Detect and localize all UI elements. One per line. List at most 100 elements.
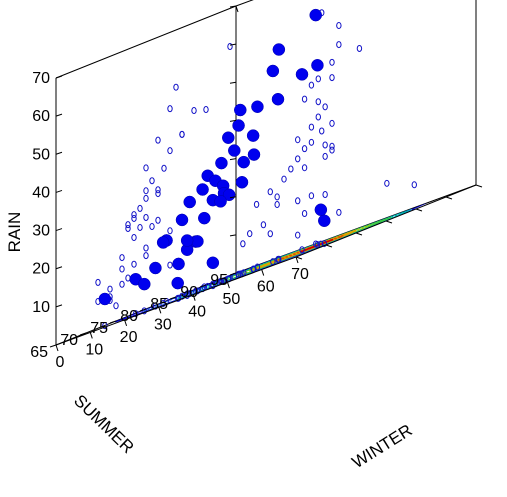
z-tick-back-50 bbox=[229, 81, 237, 84]
wall-marker-left-13 bbox=[155, 190, 161, 198]
wall-marker-back-23 bbox=[301, 164, 308, 172]
wall-marker-back-15 bbox=[295, 136, 301, 144]
wall-marker-back-5 bbox=[356, 44, 363, 52]
z-tick-label-10: 10 bbox=[32, 299, 50, 316]
wall-marker-left-1 bbox=[203, 106, 209, 114]
data-point-25 bbox=[198, 211, 211, 225]
data-point-10 bbox=[246, 129, 260, 142]
y-tick-label-65: 65 bbox=[30, 344, 48, 361]
data-point-23 bbox=[214, 195, 227, 208]
x-tick-30 bbox=[158, 307, 162, 314]
wall-marker-back-3 bbox=[336, 41, 342, 49]
z-tick-40 bbox=[55, 189, 63, 193]
wall-marker-left-15 bbox=[143, 194, 149, 202]
wall-marker-back-33 bbox=[301, 210, 308, 218]
z-tick-back-30 bbox=[229, 158, 237, 161]
wall-marker-left-28 bbox=[131, 260, 137, 268]
wall-marker-back-6 bbox=[308, 81, 315, 89]
z-axis-title: RAIN bbox=[5, 212, 24, 253]
wall-marker-back-13 bbox=[319, 127, 325, 135]
wall-marker-left-0 bbox=[227, 43, 233, 51]
x-tick-label-30: 30 bbox=[154, 316, 172, 333]
data-point-13 bbox=[237, 155, 250, 169]
wall-marker-left-16 bbox=[131, 211, 137, 219]
z-tick-label-40: 40 bbox=[32, 184, 50, 201]
wall-marker-left-11 bbox=[149, 177, 155, 185]
floor-marker-37 bbox=[175, 294, 181, 302]
floor-marker-32 bbox=[133, 310, 139, 318]
wall-marker-left-17 bbox=[137, 204, 143, 212]
data-point-1 bbox=[295, 68, 309, 81]
wall-marker-left-37 bbox=[113, 302, 119, 310]
data-points bbox=[98, 8, 331, 306]
x-tick-10 bbox=[89, 332, 93, 339]
wall-marker-back-4 bbox=[329, 74, 335, 82]
y-tick-right-75 bbox=[355, 232, 363, 236]
y-tick-right-95 bbox=[475, 184, 483, 188]
x-tick-50 bbox=[226, 281, 230, 289]
y-tick-80 bbox=[139, 308, 147, 312]
z-tick-10 bbox=[55, 304, 63, 308]
floor-marker-38 bbox=[321, 240, 327, 248]
wall-marker-back-24 bbox=[281, 175, 287, 183]
wall-marker-back-32 bbox=[247, 230, 253, 238]
floor-marker-30 bbox=[152, 302, 159, 310]
top-edge-back bbox=[235, 0, 254, 7]
data-point-19 bbox=[183, 195, 196, 209]
wall-marker-back-26 bbox=[253, 200, 260, 208]
y-tick-right-90 bbox=[445, 196, 453, 200]
data-point-35 bbox=[98, 292, 112, 306]
wall-marker-left-2 bbox=[173, 83, 179, 91]
wall-marker-back-31 bbox=[322, 191, 328, 199]
z-tick-30 bbox=[55, 228, 63, 232]
wall-marker-back-7 bbox=[315, 75, 321, 83]
wall-marker-left-12 bbox=[143, 187, 149, 195]
wall-marker-back-40 bbox=[274, 201, 280, 209]
data-point-41 bbox=[235, 176, 249, 189]
y-tick-65 bbox=[49, 344, 57, 348]
data-point-27 bbox=[156, 236, 170, 249]
wall-marker-left-29 bbox=[119, 265, 125, 273]
data-point-24 bbox=[175, 213, 189, 227]
wall-marker-back-22 bbox=[288, 165, 294, 173]
top-edge-left bbox=[55, 5, 237, 79]
wall-marker-back-41 bbox=[329, 142, 335, 150]
wall-marker-back-17 bbox=[308, 138, 315, 146]
y-tick-label-95: 95 bbox=[210, 272, 228, 289]
x-tick-70 bbox=[295, 256, 299, 264]
floor-marker-3 bbox=[270, 258, 276, 266]
floor-marker-36 bbox=[210, 282, 216, 290]
y-tick-85 bbox=[169, 296, 177, 300]
data-point-2 bbox=[272, 43, 286, 56]
z-tick-label-60: 60 bbox=[32, 108, 50, 125]
z-tick-50 bbox=[55, 151, 63, 155]
floor-marker-27 bbox=[160, 300, 166, 308]
wall-marker-back-30 bbox=[260, 221, 267, 229]
wall-marker-back-36 bbox=[336, 208, 342, 216]
data-point-14 bbox=[247, 148, 261, 161]
floor-marker-4 bbox=[275, 255, 281, 263]
data-point-0 bbox=[309, 8, 322, 22]
x-tick-label-10: 10 bbox=[85, 341, 103, 358]
wall-marker-left-33 bbox=[107, 285, 113, 293]
z-tick-back-40 bbox=[229, 119, 237, 122]
wall-marker-back-14 bbox=[329, 119, 335, 127]
wall-marker-left-19 bbox=[125, 221, 131, 229]
wall-marker-left-18 bbox=[131, 214, 137, 222]
wall-marker-back-39 bbox=[384, 179, 390, 187]
wall-marker-left-27 bbox=[119, 254, 125, 262]
wall-marker-left-24 bbox=[131, 234, 137, 242]
data-point-34 bbox=[138, 277, 151, 291]
y-axis-title: SUMMER bbox=[70, 391, 138, 457]
wall-marker-back-34 bbox=[267, 230, 273, 238]
wall-marker-back-2 bbox=[336, 22, 342, 29]
x-tick-label-70: 70 bbox=[291, 266, 309, 283]
y-tick-right-85 bbox=[415, 208, 423, 212]
x-tick-60 bbox=[261, 269, 265, 276]
wall-marker-back-11 bbox=[315, 113, 321, 121]
data-point-5 bbox=[311, 59, 324, 72]
wall-marker-back-38 bbox=[411, 181, 417, 189]
wall-marker-back-35 bbox=[240, 240, 246, 248]
wall-marker-left-25 bbox=[167, 227, 173, 235]
